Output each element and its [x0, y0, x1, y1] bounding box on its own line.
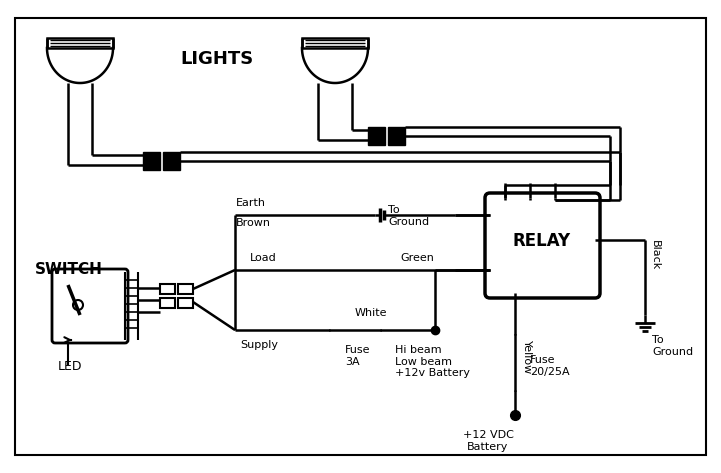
Bar: [143, 152, 160, 170]
Text: Hi beam
Low beam
+12v Battery: Hi beam Low beam +12v Battery: [395, 345, 470, 378]
Bar: [47, 38, 113, 48]
Text: Fuse
20/25A: Fuse 20/25A: [530, 355, 570, 377]
Text: Fuse
3A: Fuse 3A: [345, 345, 371, 367]
FancyBboxPatch shape: [52, 269, 128, 343]
Text: To
Ground: To Ground: [388, 205, 429, 227]
Bar: [163, 152, 180, 170]
Text: To
Ground: To Ground: [652, 335, 693, 357]
Bar: [178, 298, 193, 308]
Bar: [302, 38, 368, 48]
Text: +12 VDC
Battery: +12 VDC Battery: [463, 430, 513, 452]
Text: White: White: [355, 308, 387, 318]
Text: LIGHTS: LIGHTS: [180, 50, 253, 68]
Bar: [178, 284, 193, 294]
Text: SWITCH: SWITCH: [35, 262, 103, 277]
Text: Brown: Brown: [236, 218, 271, 228]
Text: Supply: Supply: [240, 340, 278, 350]
Text: Earth: Earth: [236, 198, 266, 208]
Text: Yellow: Yellow: [522, 340, 532, 374]
Text: Black: Black: [650, 240, 660, 270]
Bar: [160, 284, 175, 294]
Bar: [160, 298, 175, 308]
Text: Load: Load: [250, 253, 277, 263]
Text: LED: LED: [58, 360, 82, 373]
Bar: [368, 127, 385, 145]
FancyBboxPatch shape: [485, 193, 600, 298]
Text: Green: Green: [400, 253, 434, 263]
Text: RELAY: RELAY: [513, 232, 571, 250]
Bar: [388, 127, 405, 145]
